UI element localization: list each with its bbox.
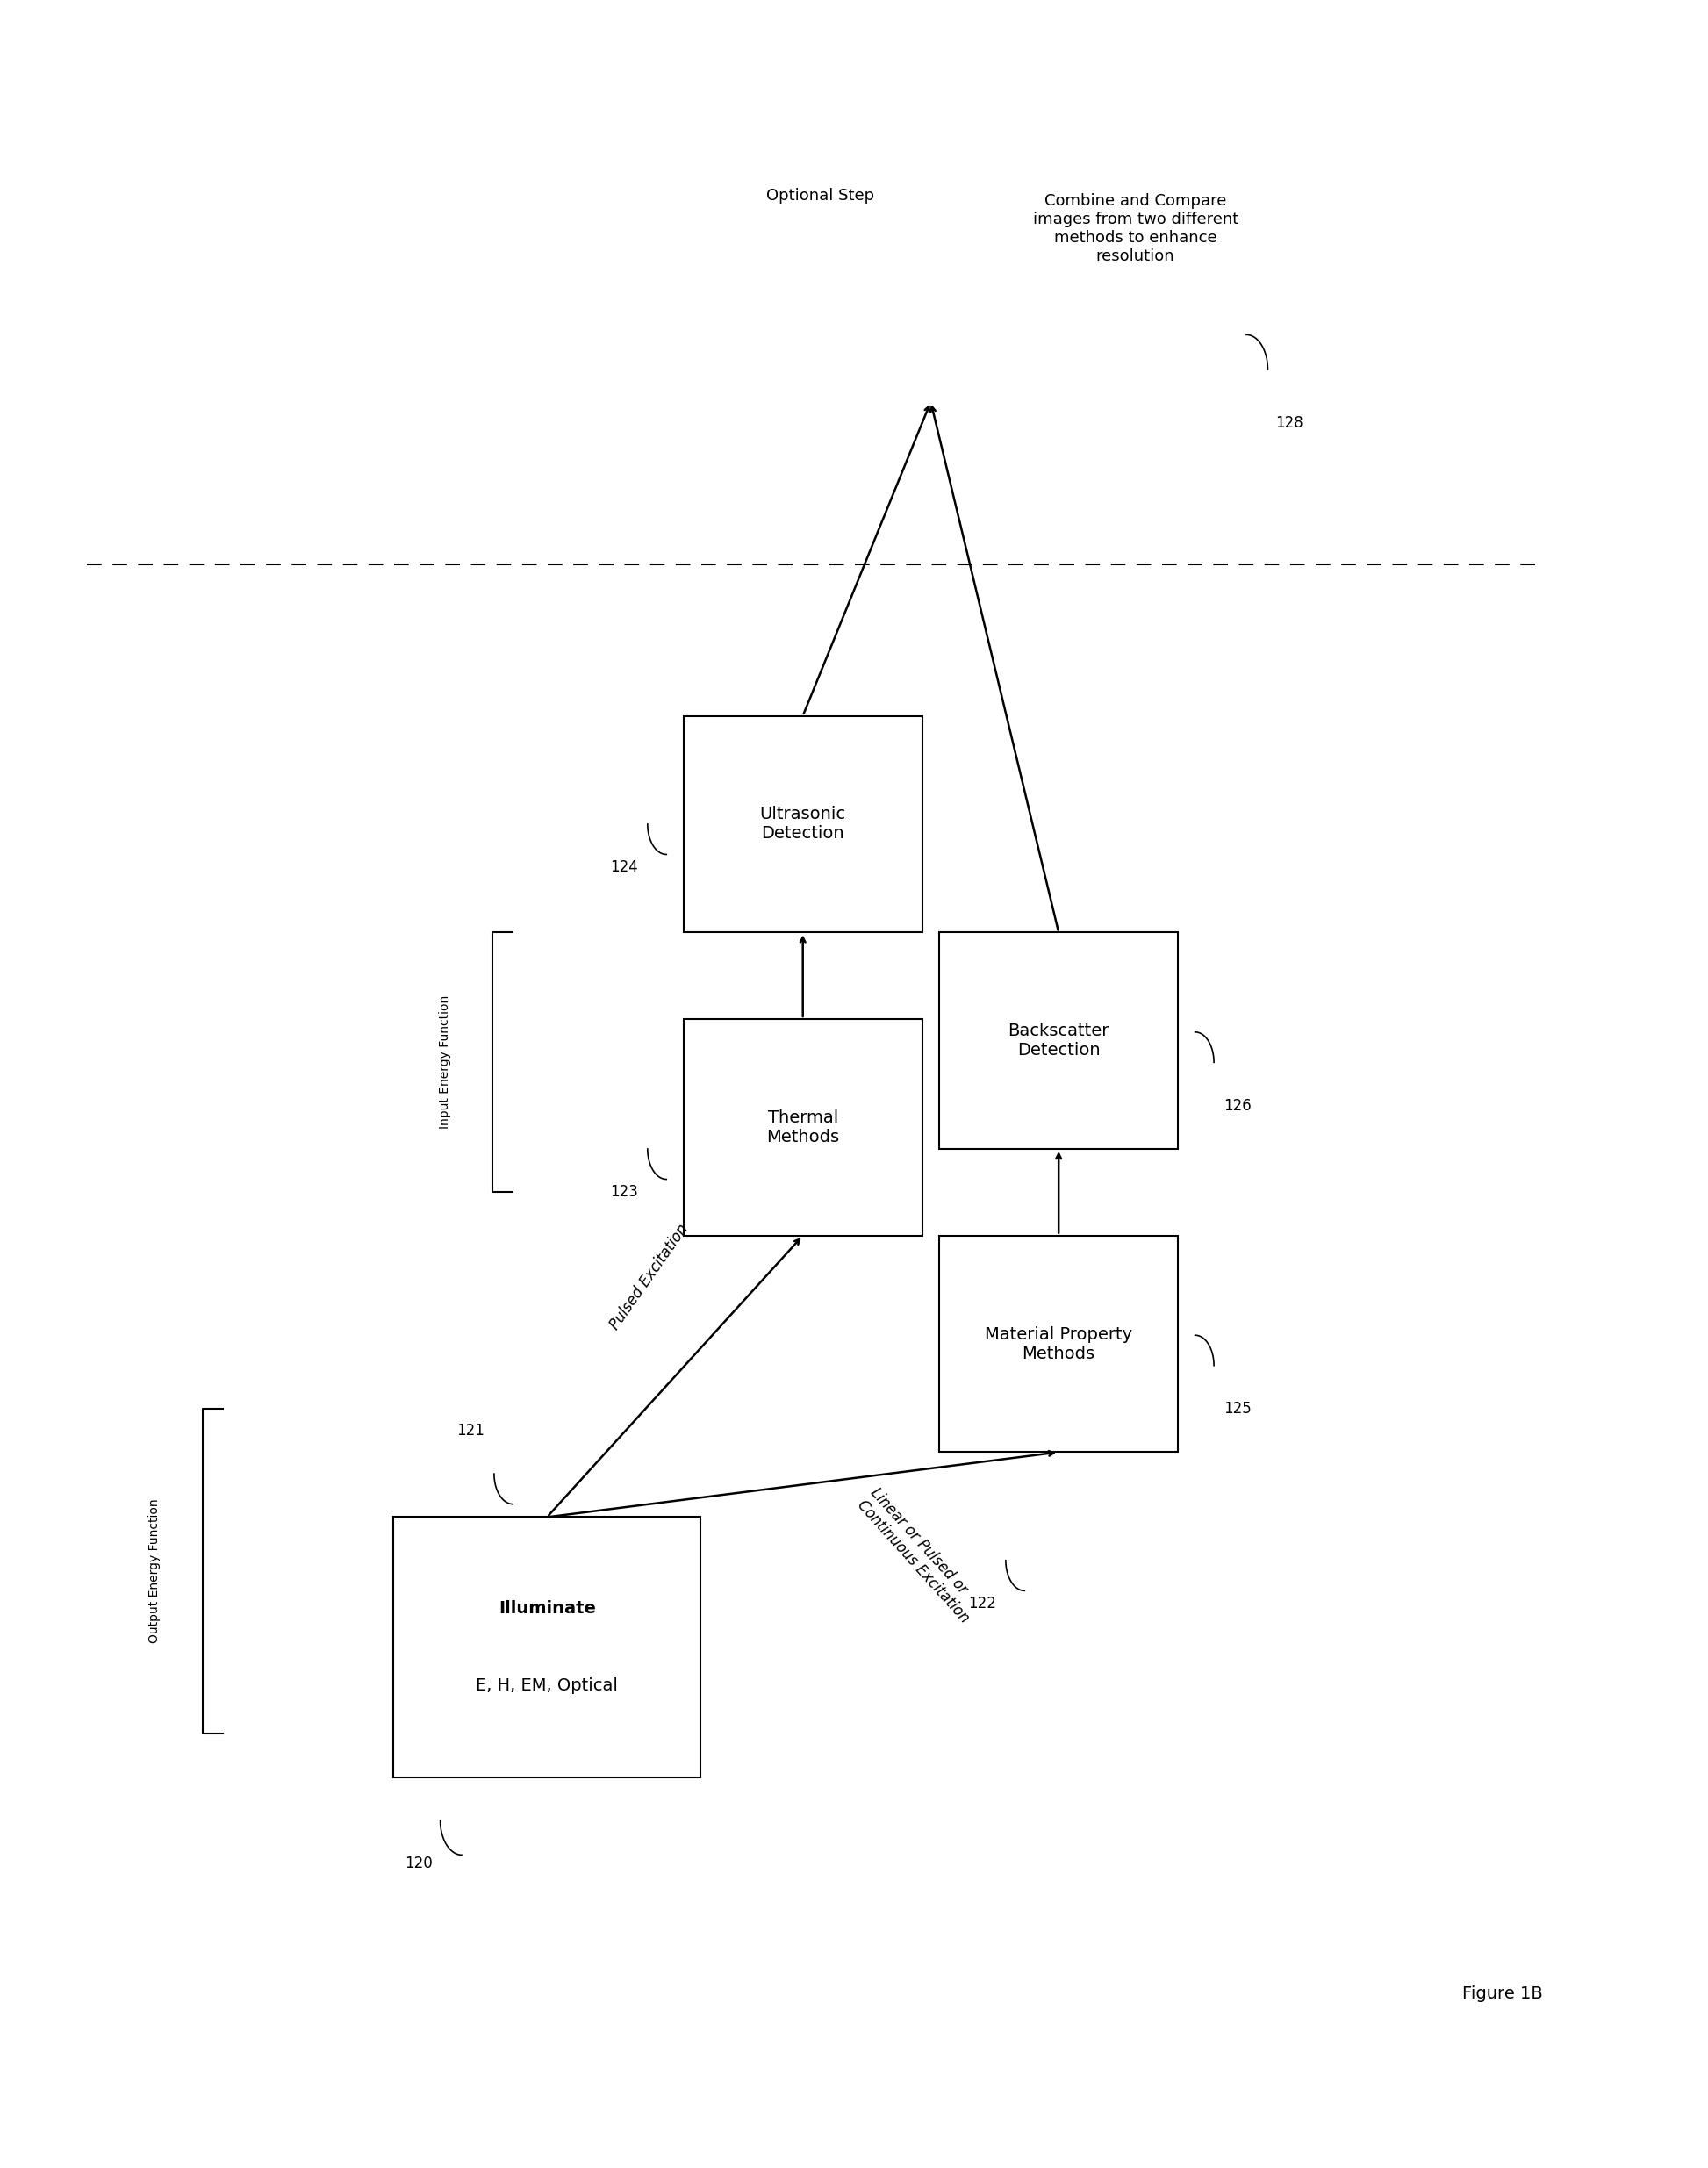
Text: Figure 1B: Figure 1B	[1462, 1986, 1542, 2001]
Text: Linear or Pulsed or
Continuous Excitation: Linear or Pulsed or Continuous Excitatio…	[854, 1485, 986, 1626]
Text: Combine and Compare
images from two different
methods to enhance
resolution: Combine and Compare images from two diff…	[1033, 193, 1238, 264]
Text: Material Property
Methods: Material Property Methods	[986, 1327, 1132, 1362]
Text: Illuminate: Illuminate	[499, 1600, 596, 1617]
Text: 128: 128	[1274, 416, 1303, 431]
Text: 126: 126	[1225, 1097, 1252, 1114]
Text: Ultrasonic
Detection: Ultrasonic Detection	[760, 806, 845, 841]
Text: Thermal
Methods: Thermal Methods	[767, 1110, 839, 1145]
FancyBboxPatch shape	[939, 1236, 1179, 1453]
Text: 121: 121	[456, 1422, 485, 1437]
FancyBboxPatch shape	[393, 1518, 700, 1778]
FancyBboxPatch shape	[683, 715, 922, 932]
Text: Backscatter
Detection: Backscatter Detection	[1008, 1023, 1108, 1058]
FancyBboxPatch shape	[939, 932, 1179, 1149]
Text: Output Energy Function: Output Energy Function	[149, 1498, 161, 1643]
Text: 120: 120	[405, 1856, 434, 1871]
Text: Optional Step: Optional Step	[765, 189, 874, 204]
Text: 122: 122	[968, 1596, 996, 1611]
FancyBboxPatch shape	[683, 1019, 922, 1236]
Text: Input Energy Function: Input Energy Function	[439, 995, 451, 1130]
Text: 125: 125	[1225, 1401, 1252, 1416]
Text: 123: 123	[610, 1184, 637, 1201]
Text: Pulsed Excitation: Pulsed Excitation	[606, 1221, 692, 1333]
Text: E, H, EM, Optical: E, H, EM, Optical	[477, 1678, 618, 1695]
Text: 124: 124	[610, 859, 637, 876]
